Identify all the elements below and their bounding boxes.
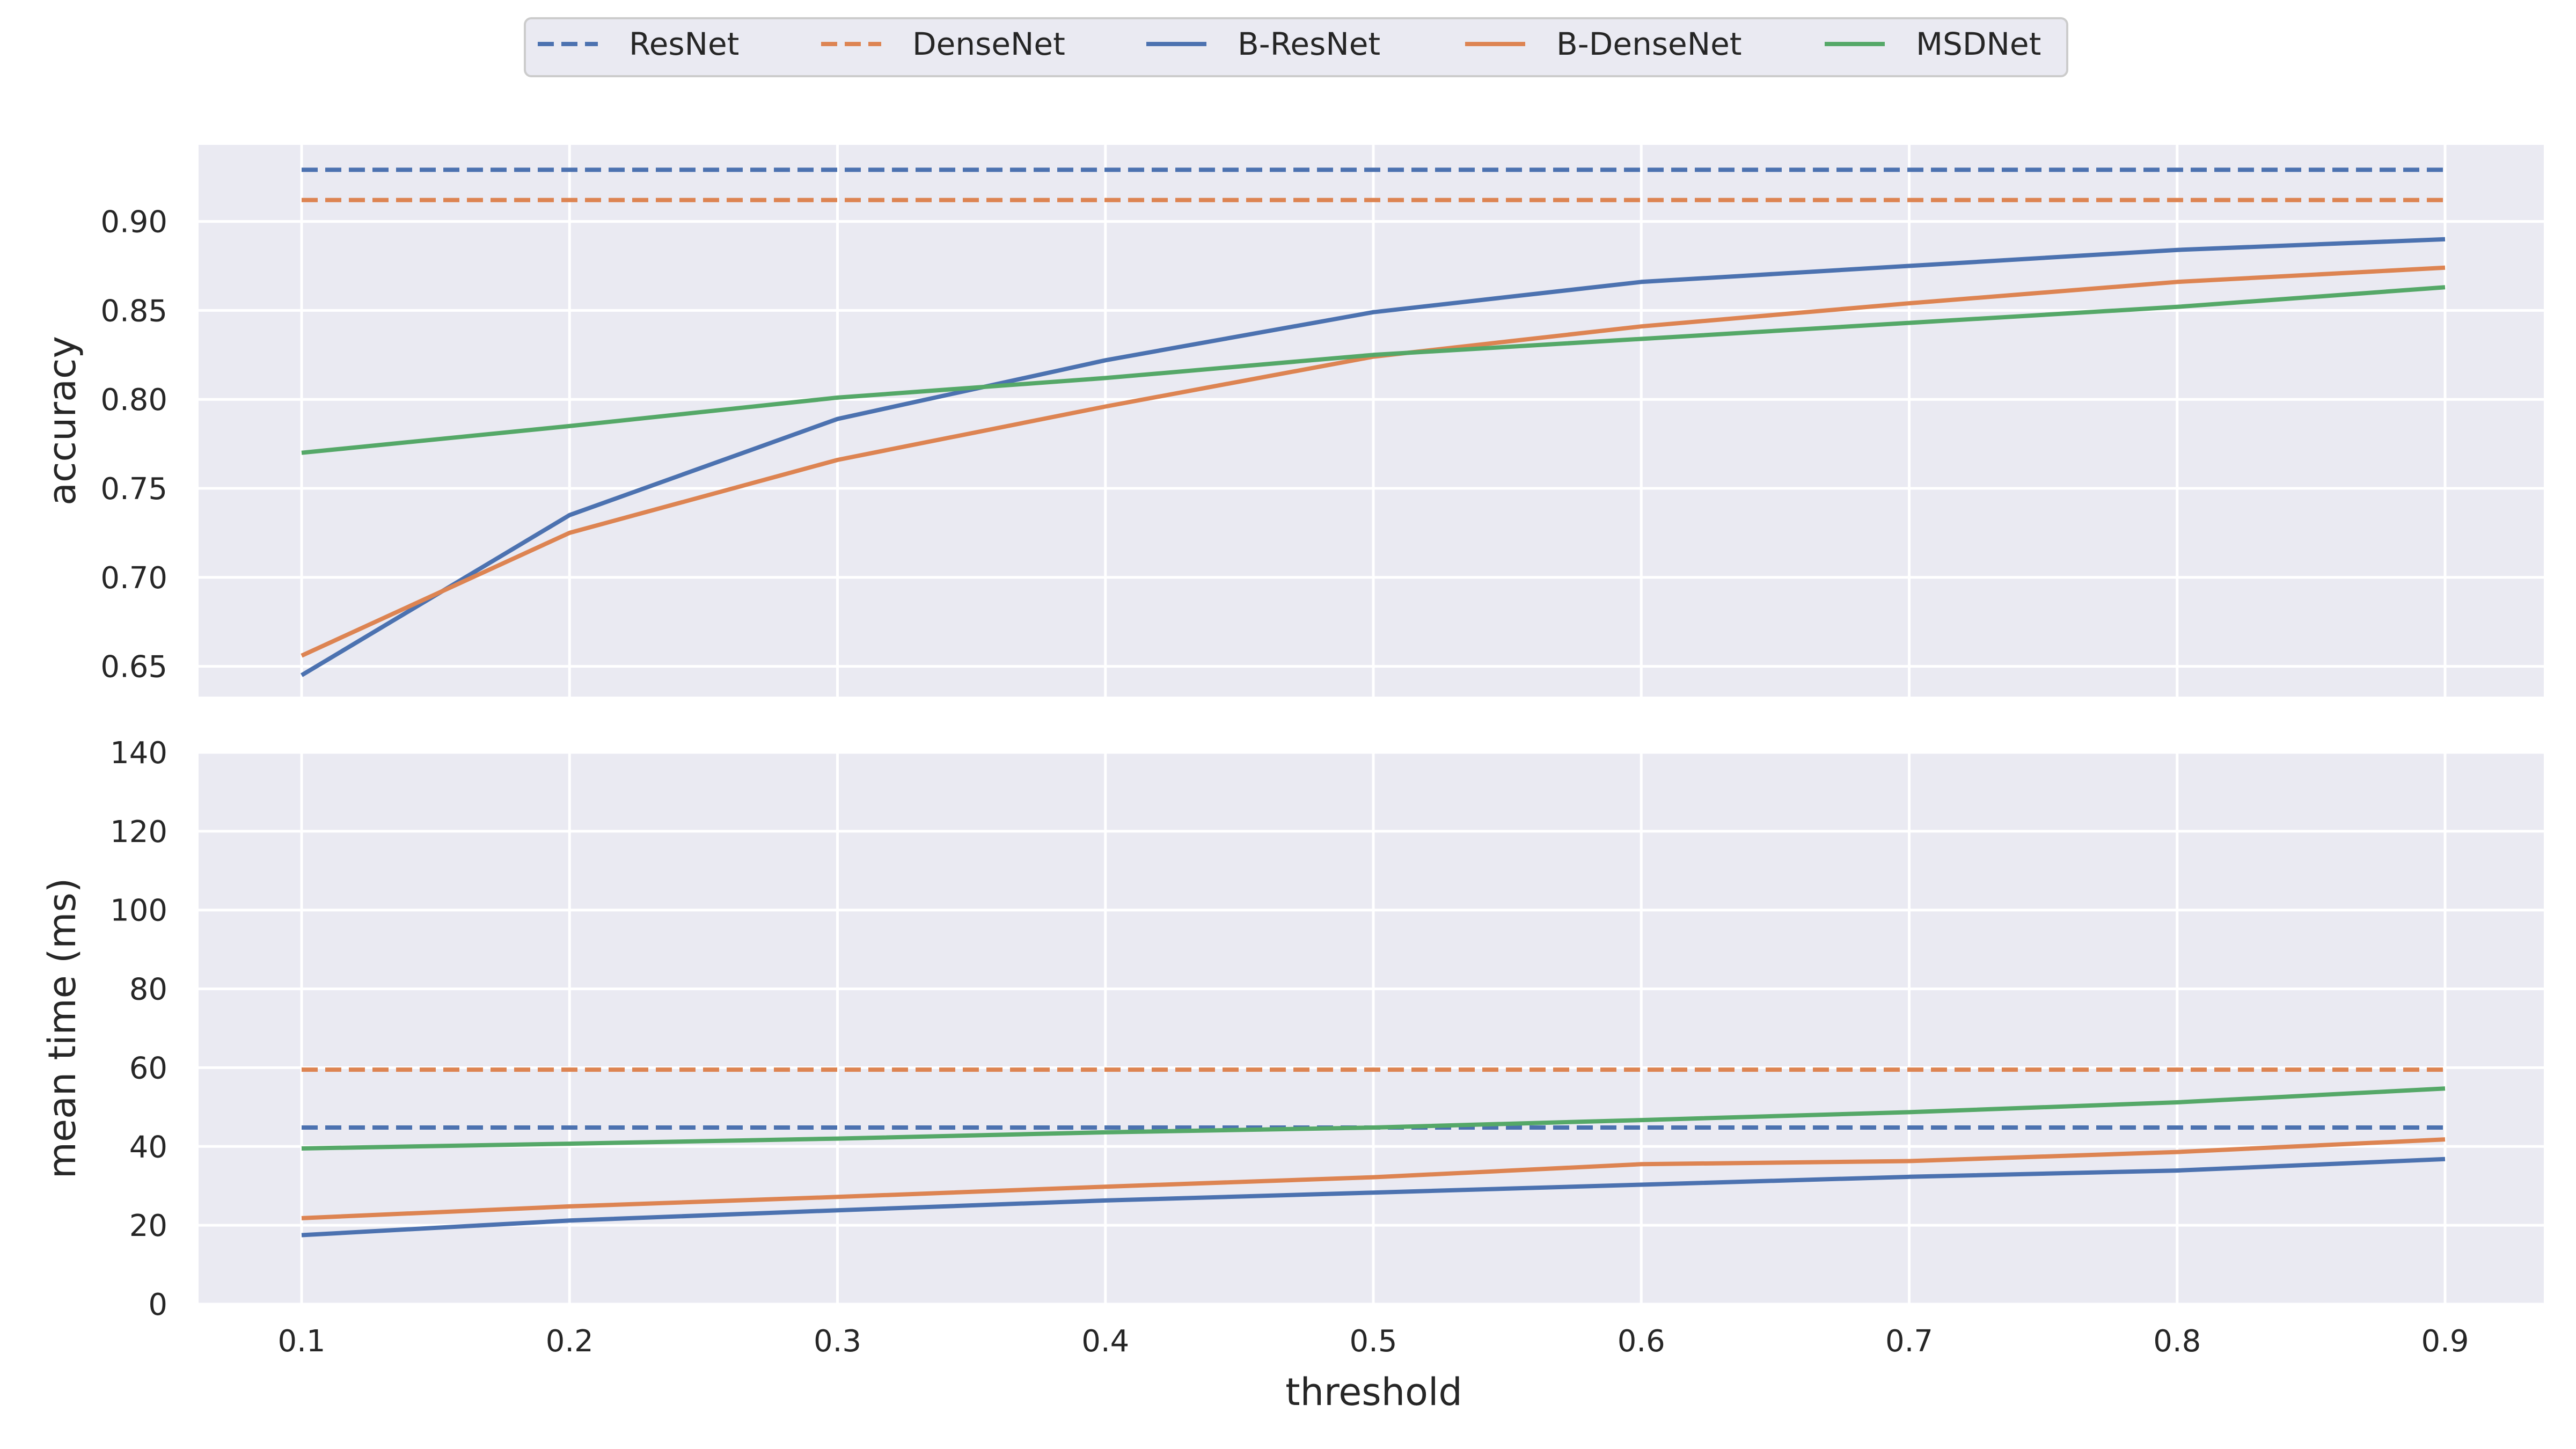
mean-time-panel: 0 20 40 60 80 100 120 140 mean time (ms) 0.1 0.2 0.… <box>40 736 2544 1414</box>
series-line-msdnet <box>301 1086 2446 1151</box>
legend-label-b-resnet: B-ResNet <box>1238 26 1380 62</box>
x-tick-label: 0.5 <box>1349 1324 1397 1359</box>
y-tick-label: 120 <box>110 815 167 850</box>
y-tick-label: 60 <box>129 1051 167 1086</box>
x-axis-label: threshold <box>1285 1370 1462 1414</box>
x-tick-label: 0.4 <box>1081 1324 1129 1359</box>
series-line-msdnet <box>301 285 2446 455</box>
series-line-b-densenet <box>301 1137 2446 1220</box>
legend-label-b-densenet: B-DenseNet <box>1556 26 1742 62</box>
y-axis-label: accuracy <box>40 336 84 506</box>
legend-label-resnet: ResNet <box>629 26 739 62</box>
y-tick-label: 0.75 <box>100 472 167 507</box>
x-tick-label: 0.9 <box>2421 1324 2469 1359</box>
legend-label-densenet: DenseNet <box>912 26 1065 62</box>
y-tick-label: 80 <box>129 972 167 1007</box>
y-tick-label: 0.65 <box>100 650 167 685</box>
x-tick-label: 0.8 <box>2153 1324 2201 1359</box>
series-line-b-resnet <box>301 1157 2446 1238</box>
y-axis-label: mean time (ms) <box>40 878 84 1179</box>
panel-background <box>199 752 2544 1304</box>
y-tick-label: 0.70 <box>100 561 167 596</box>
y-tick-label: 0 <box>148 1287 167 1322</box>
x-tick-label: 0.2 <box>546 1324 594 1359</box>
legend-frame <box>524 17 2068 77</box>
y-tick-label: 0.80 <box>100 383 167 418</box>
x-tick-label: 0.1 <box>277 1324 325 1359</box>
series-line-b-resnet <box>300 237 2446 677</box>
x-tick-label: 0.6 <box>1618 1324 1665 1359</box>
panel-background <box>199 145 2544 697</box>
x-tick-label: 0.7 <box>1885 1324 1933 1359</box>
y-tick-label: 0.85 <box>100 294 167 328</box>
legend-label-msdnet: MSDNet <box>1916 26 2041 62</box>
y-tick-label: 140 <box>110 736 167 771</box>
y-tick-label: 100 <box>110 894 167 928</box>
y-tick-label: 0.90 <box>100 205 167 240</box>
y-tick-label: 20 <box>129 1209 167 1243</box>
y-tick-label: 40 <box>129 1130 167 1165</box>
accuracy-panel: 0.65 0.70 0.75 0.80 0.85 0.90 accuracy <box>40 145 2544 697</box>
x-tick-label: 0.3 <box>814 1324 861 1359</box>
legend: ResNet DenseNet B-ResNet B-DenseNet MSDNet <box>524 17 2068 77</box>
